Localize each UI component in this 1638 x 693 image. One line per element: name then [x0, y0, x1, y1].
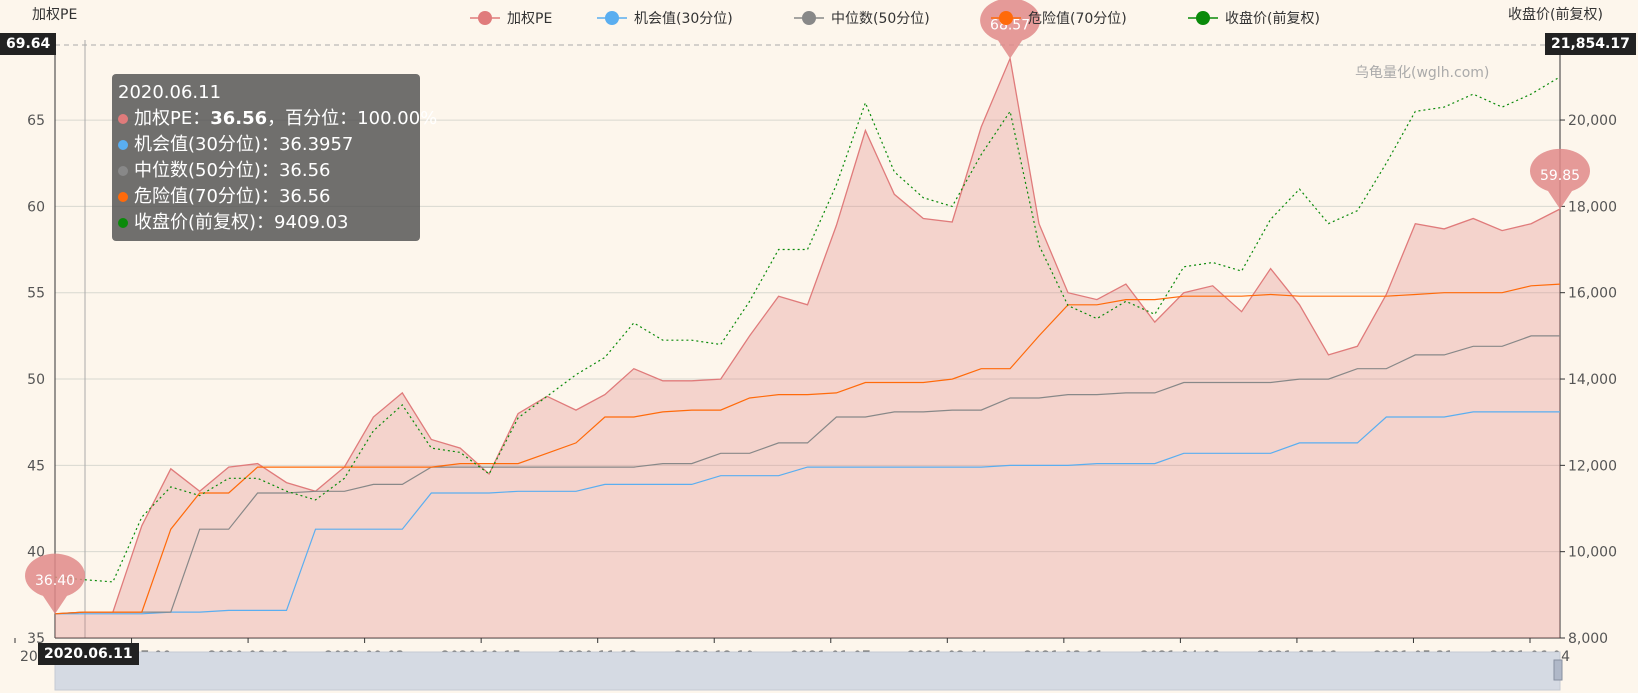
pe-marker-pin [980, 0, 1041, 59]
watermark: 乌龟量化(wglh.com) [1355, 65, 1490, 81]
right-axis-name: 收盘价(前复权) [1508, 7, 1603, 23]
y-right-tick-label: 20,000 [1568, 113, 1617, 129]
pe-marker-pin [1530, 148, 1590, 210]
x-tick-label: 20 [20, 649, 38, 665]
series-line-2 [54, 335, 1560, 615]
tooltip-close-row: 收盘价(前复权)：9409.03 [118, 210, 414, 236]
y-left-tick-label: 45 [27, 458, 45, 474]
tooltip-danger-row: 危险值(70分位)：36.56 [118, 184, 414, 210]
data-zoom-handle [1553, 659, 1563, 681]
pe-marker-pin [24, 553, 85, 614]
legend-icon [605, 11, 619, 25]
y-right-tick-label: 14,000 [1568, 372, 1617, 388]
pe-marker-label: 59.85 [1540, 168, 1580, 184]
pe-dot-icon [118, 114, 128, 124]
tooltip-pct-value: 100.00% [357, 108, 438, 129]
tooltip-pe-label: 加权PE： [134, 108, 211, 129]
tooltip-pct-label: ，百分位： [267, 108, 358, 129]
legend-label: 危险值(70分位) [1028, 11, 1127, 27]
series-line-1 [55, 411, 1560, 615]
x-axis-pointer-label: 2020.06.11 [38, 643, 139, 665]
series-line-0 [54, 56, 1561, 615]
pe-marker-label: 36.40 [35, 573, 75, 589]
tooltip-date: 2020.06.11 [118, 82, 222, 103]
left-axis-name: 加权PE [32, 7, 78, 23]
legend-icon [802, 11, 816, 25]
chance-dot-icon [118, 140, 128, 150]
series-line-4 [54, 76, 1561, 583]
close-dot-icon [118, 218, 128, 228]
tooltip-pe-value: 36.56 [210, 108, 268, 129]
tooltip: 2020.06.11 加权PE：36.56，百分位：100.00% 机会值(30… [112, 74, 437, 241]
tooltip-danger: 危险值(70分位)：36.56 [134, 186, 331, 207]
median-dot-icon [118, 166, 128, 176]
y-right-tick-label: 12,000 [1568, 458, 1617, 474]
tooltip-chance-row: 机会值(30分位)：36.3957 [118, 132, 414, 158]
legend-label: 收盘价(前复权) [1225, 10, 1320, 27]
y-left-tick-label: 55 [27, 286, 45, 302]
y-right-tick-label: 18,000 [1568, 199, 1617, 215]
y-right-tick-label: 10,000 [1568, 545, 1617, 561]
legend-label: 中位数(50分位) [831, 11, 930, 27]
tooltip-chance: 机会值(30分位)：36.3957 [134, 134, 354, 155]
tooltip-median: 中位数(50分位)：36.56 [134, 160, 331, 181]
legend-label: 机会值(30分位) [634, 11, 733, 27]
tooltip-median-row: 中位数(50分位)：36.56 [118, 158, 414, 184]
danger-dot-icon [118, 192, 128, 202]
y-left-tick-label: 65 [27, 113, 45, 129]
legend-icon [1196, 11, 1210, 25]
tooltip-pe-row: 加权PE：36.56，百分位：100.00% [118, 106, 437, 132]
y-right-tick-label: 16,000 [1568, 286, 1617, 302]
left-axis-pointer-label: 69.64 [0, 33, 57, 55]
right-axis-pointer-label: 21,854.17 [1545, 33, 1636, 55]
legend-icon [999, 11, 1013, 25]
legend-icon [478, 11, 492, 25]
legend-label: 加权PE [507, 11, 552, 27]
tooltip-close: 收盘价(前复权)：9409.03 [134, 212, 349, 233]
series-line-3 [54, 283, 1561, 615]
data-zoom-slider [54, 651, 1561, 691]
y-right-tick-label: 8,000 [1568, 631, 1608, 647]
y-left-tick-label: 60 [27, 199, 45, 215]
y-left-tick-label: 50 [27, 372, 45, 388]
